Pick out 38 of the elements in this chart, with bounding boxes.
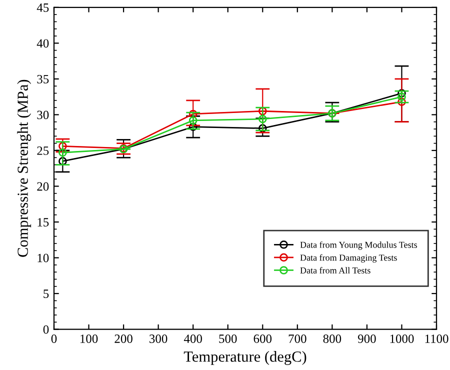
legend-label: Data from All Tests — [300, 267, 370, 274]
x-tick-label: 200 — [114, 334, 132, 343]
y-tick-label: 0 — [43, 325, 49, 334]
y-tick-label: 10 — [38, 254, 49, 262]
x-tick-label: 1000 — [390, 334, 414, 343]
x-tick-label: 900 — [358, 334, 376, 343]
point — [58, 157, 67, 166]
x-tick-label: 300 — [150, 334, 168, 343]
x-tick-label: 100 — [80, 334, 98, 343]
y-tick-label: 35 — [37, 74, 49, 84]
x-tick-label: 600 — [254, 334, 272, 343]
point — [258, 114, 267, 124]
point — [398, 89, 406, 98]
point — [188, 110, 198, 118]
x-tick-label: 800 — [323, 334, 342, 343]
y-tick-label: 30 — [37, 110, 49, 120]
point — [398, 98, 406, 106]
point — [58, 142, 67, 150]
point — [398, 92, 406, 101]
point — [188, 116, 198, 125]
point — [58, 148, 67, 157]
y-tick-label: 5 — [44, 290, 49, 298]
x-tick-label: 1100 — [425, 334, 448, 343]
legend-label: Data from Young Modulus Tests — [300, 241, 417, 250]
y-tick-label: 15 — [38, 218, 49, 226]
y-tick-label: 45 — [36, 4, 49, 12]
point — [258, 124, 267, 132]
legend-label: Data from Damaging Tests — [300, 254, 397, 263]
y-tick-label: 25 — [37, 146, 49, 155]
x-tick-label: 0 — [51, 334, 57, 343]
x-tick-label: 500 — [219, 334, 237, 343]
y-axis-title: Compressive Strenght (MPa) — [17, 80, 32, 257]
x-tick-label: 400 — [184, 334, 202, 343]
y-tick-label: 20 — [37, 182, 49, 191]
x-axis-title: Temperature (degC) — [184, 351, 306, 365]
point — [188, 122, 198, 132]
y-tick-label: 40 — [36, 39, 49, 48]
x-tick-label: 700 — [288, 334, 306, 343]
